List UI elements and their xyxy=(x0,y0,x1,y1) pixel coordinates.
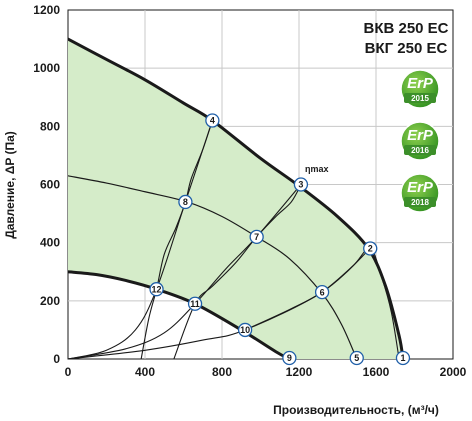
y-tick-label: 1000 xyxy=(33,61,60,75)
x-tick-label: 1600 xyxy=(363,365,390,379)
erp-year-band xyxy=(404,197,436,207)
marked-point-10: 10 xyxy=(237,322,253,338)
point-label: 1 xyxy=(400,353,405,363)
point-marker xyxy=(237,322,253,338)
curves xyxy=(68,37,405,359)
erp-badge-year: 2015 xyxy=(411,94,429,103)
y-axis-title: Давление, ΔP (Па) xyxy=(3,131,17,239)
point-marker xyxy=(314,284,330,300)
curve-system-a xyxy=(68,119,213,359)
point-label: 11 xyxy=(190,299,200,309)
eta-max-label: ηmax xyxy=(305,164,329,174)
erp-badge-2016: ErP 2016 xyxy=(400,121,440,161)
curve-min-curve xyxy=(68,270,291,359)
x-axis-title: Производительность, (м³/ч) xyxy=(273,403,439,417)
point-marker xyxy=(293,177,309,192)
tick-labels: 0 200 400 600 800 1000 1200 0 400 800 1200 1600 2000 xyxy=(33,3,466,379)
marked-point-4: 4 xyxy=(205,113,220,128)
marked-point-6: 6 xyxy=(314,284,330,300)
operating-area xyxy=(68,39,403,359)
point-label: 2 xyxy=(368,244,373,254)
model-title-2: ВКГ 250 ЕС xyxy=(365,40,448,57)
point-marker xyxy=(205,113,220,128)
marked-point-11: 11 xyxy=(187,296,203,311)
erp-badge-2015: ErP 2015 xyxy=(400,69,440,109)
erp-year-band xyxy=(404,93,436,103)
erp-badge-text: ErP xyxy=(407,75,434,92)
point-marker xyxy=(178,194,193,210)
point-label: 10 xyxy=(240,325,250,335)
model-title-1: ВКВ 250 ЕС xyxy=(363,20,448,37)
marked-point-1: 1 xyxy=(395,350,411,366)
curve-constant-c xyxy=(244,247,400,359)
x-tick-label: 0 xyxy=(65,365,72,379)
erp-year-band xyxy=(404,145,436,155)
y-tick-label: 0 xyxy=(53,352,60,366)
marked-point-7: 7 xyxy=(249,229,264,245)
y-tick-label: 600 xyxy=(40,178,60,192)
operating-region xyxy=(68,39,403,359)
point-label: 12 xyxy=(152,284,162,294)
point-marker xyxy=(149,282,164,297)
point-marker xyxy=(282,350,297,366)
curve-mid-curve xyxy=(68,175,358,359)
y-tick-label: 200 xyxy=(40,294,60,308)
marked-point-8: 8 xyxy=(178,194,193,210)
point-label: 5 xyxy=(354,353,359,363)
marked-point-12: 12 xyxy=(149,282,164,297)
marked-point-2: 2 xyxy=(363,241,378,256)
point-marker xyxy=(363,241,378,256)
point-marker xyxy=(249,229,264,245)
erp-badge-text: ErP xyxy=(407,179,434,196)
marked-point-3: 3 xyxy=(293,177,309,192)
x-tick-label: 2000 xyxy=(440,365,467,379)
x-tick-label: 400 xyxy=(135,365,155,379)
x-tick-label: 1200 xyxy=(286,365,313,379)
point-label: 8 xyxy=(183,197,188,207)
point-marker xyxy=(349,350,364,366)
erp-badge-2018: ErP 2018 xyxy=(400,173,440,213)
curve-max-curve xyxy=(68,37,405,359)
point-label: 4 xyxy=(210,116,215,126)
point-label: 7 xyxy=(254,232,259,242)
point-label: 9 xyxy=(287,353,292,363)
point-marker xyxy=(395,350,411,366)
y-tick-label: 1200 xyxy=(33,3,60,17)
marked-point-9: 9 xyxy=(282,350,297,366)
point-label: 6 xyxy=(320,287,325,297)
curve-constant-a xyxy=(140,119,213,359)
marked-point-5: 5 xyxy=(349,350,364,366)
erp-badge-year: 2016 xyxy=(411,146,429,155)
y-tick-label: 800 xyxy=(40,119,60,133)
y-tick-label: 400 xyxy=(40,236,60,250)
point-label: 3 xyxy=(298,180,303,190)
erp-badge-year: 2018 xyxy=(411,198,429,207)
x-tick-label: 800 xyxy=(212,365,232,379)
point-marker xyxy=(187,296,203,311)
erp-badge-text: ErP xyxy=(407,127,434,144)
